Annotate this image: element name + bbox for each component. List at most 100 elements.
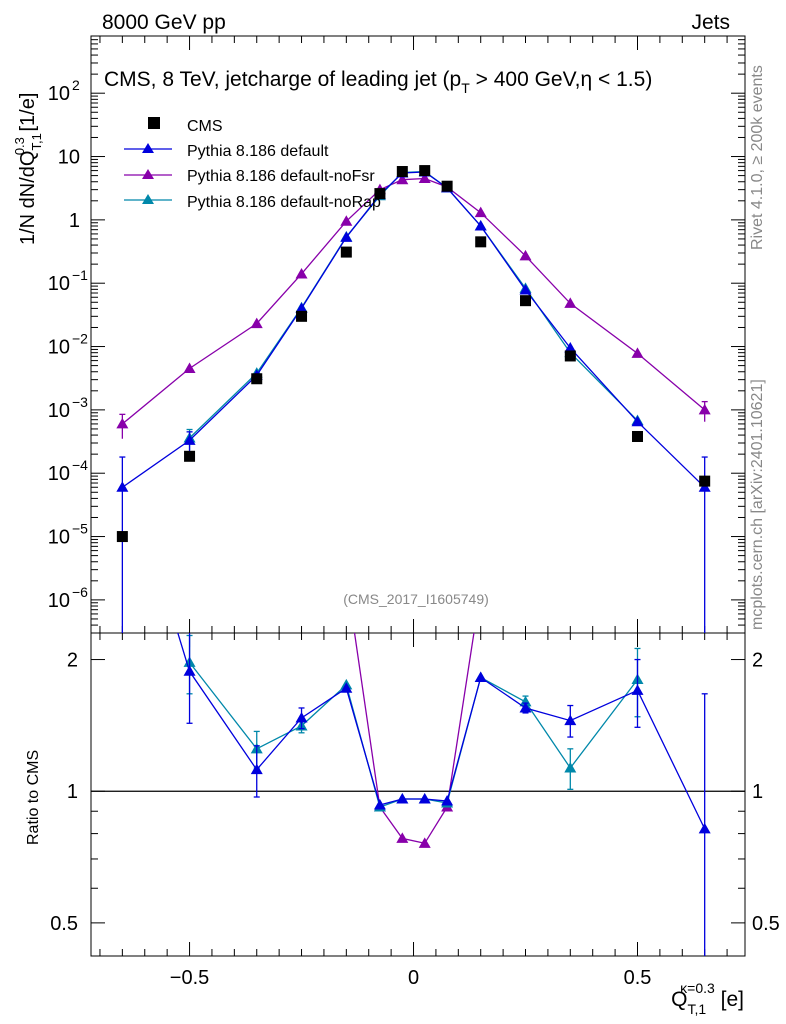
data-point-2 <box>396 173 409 185</box>
analysis-watermark: (CMS_2017_I1605749) <box>343 591 489 607</box>
data-point-1 <box>183 434 196 445</box>
y-tick-label: 10 <box>48 83 70 105</box>
data-point-2 <box>698 403 711 415</box>
data-point-1 <box>519 284 532 295</box>
main-series <box>116 165 711 633</box>
legend-marker-nofsr <box>142 169 154 179</box>
cms-data-point <box>251 373 263 385</box>
data-point-1 <box>295 302 308 313</box>
cms-data-point <box>631 430 643 442</box>
data-point-1 <box>340 231 353 242</box>
data-point-1 <box>116 481 129 492</box>
data-point-2 <box>631 347 644 358</box>
energy-label: 8000 GeV pp <box>102 11 226 34</box>
ratio-point-1 <box>340 682 353 693</box>
ratio-point-2 <box>418 837 431 848</box>
ratio-axes: −0.5 0 0.5 0.5 0.5 1 1 2 2 <box>50 633 780 989</box>
ratio-point-1 <box>631 684 644 695</box>
ratio-point-1 <box>519 701 532 713</box>
ratio-point-2 <box>396 832 409 843</box>
ratio-tick-label: 2 <box>67 650 78 672</box>
cms-data-point <box>184 450 196 462</box>
data-point-2 <box>474 206 487 218</box>
data-point-1 <box>474 220 487 231</box>
y-tick-label: 10 <box>48 337 70 359</box>
y-tick-exponent: 2 <box>72 77 80 93</box>
x-tick-label: 0.5 <box>624 967 652 989</box>
ratio-point-1 <box>564 714 577 726</box>
y-tick-exponent: −6 <box>72 584 88 600</box>
legend: CMS Pythia 8.186 default Pythia 8.186 de… <box>124 117 381 211</box>
rivet-label: Rivet 4.1.0, ≥ 200k events <box>749 65 766 250</box>
ratio-point-1 <box>698 822 711 834</box>
ratio-point-1 <box>183 665 196 676</box>
x-axis-label: QT,1κ=0.3 [e] <box>671 980 744 1017</box>
y-tick-label: 10 <box>48 527 70 549</box>
data-point-2 <box>295 267 308 279</box>
legend-marker-norap <box>142 194 154 204</box>
data-point-1 <box>564 341 577 353</box>
legend-label-nofsr: Pythia 8.186 default-noFsr <box>187 168 375 185</box>
legend-marker-cms <box>148 117 160 129</box>
data-point-2 <box>340 215 353 226</box>
legend-label-default: Pythia 8.186 default <box>187 143 329 160</box>
cms-data-point <box>419 165 431 177</box>
ratio-point-1 <box>418 792 431 804</box>
cms-data-point <box>296 310 308 322</box>
cms-data-point <box>475 236 487 248</box>
cms-data-point <box>564 350 576 362</box>
series-line-2 <box>121 177 706 425</box>
ratio-point-1 <box>373 798 386 810</box>
ratio-frame <box>90 632 746 957</box>
legend-marker-default <box>142 143 154 153</box>
ratio-series <box>177 633 711 956</box>
data-point-1 <box>631 415 644 427</box>
cms-data-point <box>396 166 408 178</box>
data-point-2 <box>116 417 129 429</box>
ratio-point-1 <box>474 671 487 682</box>
y-tick-exponent: −2 <box>72 331 88 347</box>
ratio-line-1 <box>177 633 706 830</box>
cms-data-point <box>699 475 711 487</box>
y-tick-label: 10 <box>48 463 70 485</box>
data-point-2 <box>250 317 263 329</box>
data-point-2 <box>183 362 196 374</box>
y-tick-exponent: −1 <box>72 267 88 283</box>
data-point-2 <box>564 297 577 308</box>
ratio-point-1 <box>441 794 454 806</box>
series-line-1 <box>122 171 706 488</box>
y-axis-label: 1/N dN/dQT,10.3 [1/e] <box>12 93 44 245</box>
y-tick-label: 10 <box>48 273 70 295</box>
ratio-tick-label: 0.5 <box>50 913 78 935</box>
ratio-tick-label-right: 1 <box>752 781 763 803</box>
cms-data-point <box>374 188 386 200</box>
ratio-point-1 <box>250 763 263 775</box>
jets-label: Jets <box>691 11 730 34</box>
ratio-point-1 <box>396 792 409 804</box>
chart-title: CMS, 8 TeV, jetcharge of leading jet (pT… <box>104 68 652 96</box>
y-tick-label: 1 <box>69 210 80 232</box>
x-tick-label: 0 <box>408 967 419 989</box>
data-point-2 <box>418 172 431 183</box>
data-point-2 <box>519 249 532 261</box>
y-tick-exponent: −5 <box>72 521 88 537</box>
y-tick-label: 10 <box>58 147 80 169</box>
mcplots-label: mcplots.cern.ch [arXiv:2401.10621] <box>749 379 766 630</box>
ratio-point-3 <box>564 761 577 773</box>
x-tick-label: −0.5 <box>170 967 209 989</box>
ratio-point-3 <box>519 695 532 707</box>
legend-label-norap: Pythia 8.186 default-noRap <box>187 194 381 211</box>
legend-label-cms: CMS <box>187 118 223 135</box>
cms-data-point <box>116 531 128 543</box>
cms-data-point <box>340 246 352 258</box>
ratio-axis-label: Ratio to CMS <box>25 750 42 845</box>
y-tick-label: 10 <box>48 400 70 422</box>
ratio-tick-label-right: 2 <box>752 650 763 672</box>
ratio-tick-label: 1 <box>67 781 78 803</box>
cms-data-point <box>520 295 532 307</box>
y-tick-exponent: −3 <box>72 394 88 410</box>
ratio-point-1 <box>295 712 308 723</box>
cms-data-point <box>441 180 453 192</box>
